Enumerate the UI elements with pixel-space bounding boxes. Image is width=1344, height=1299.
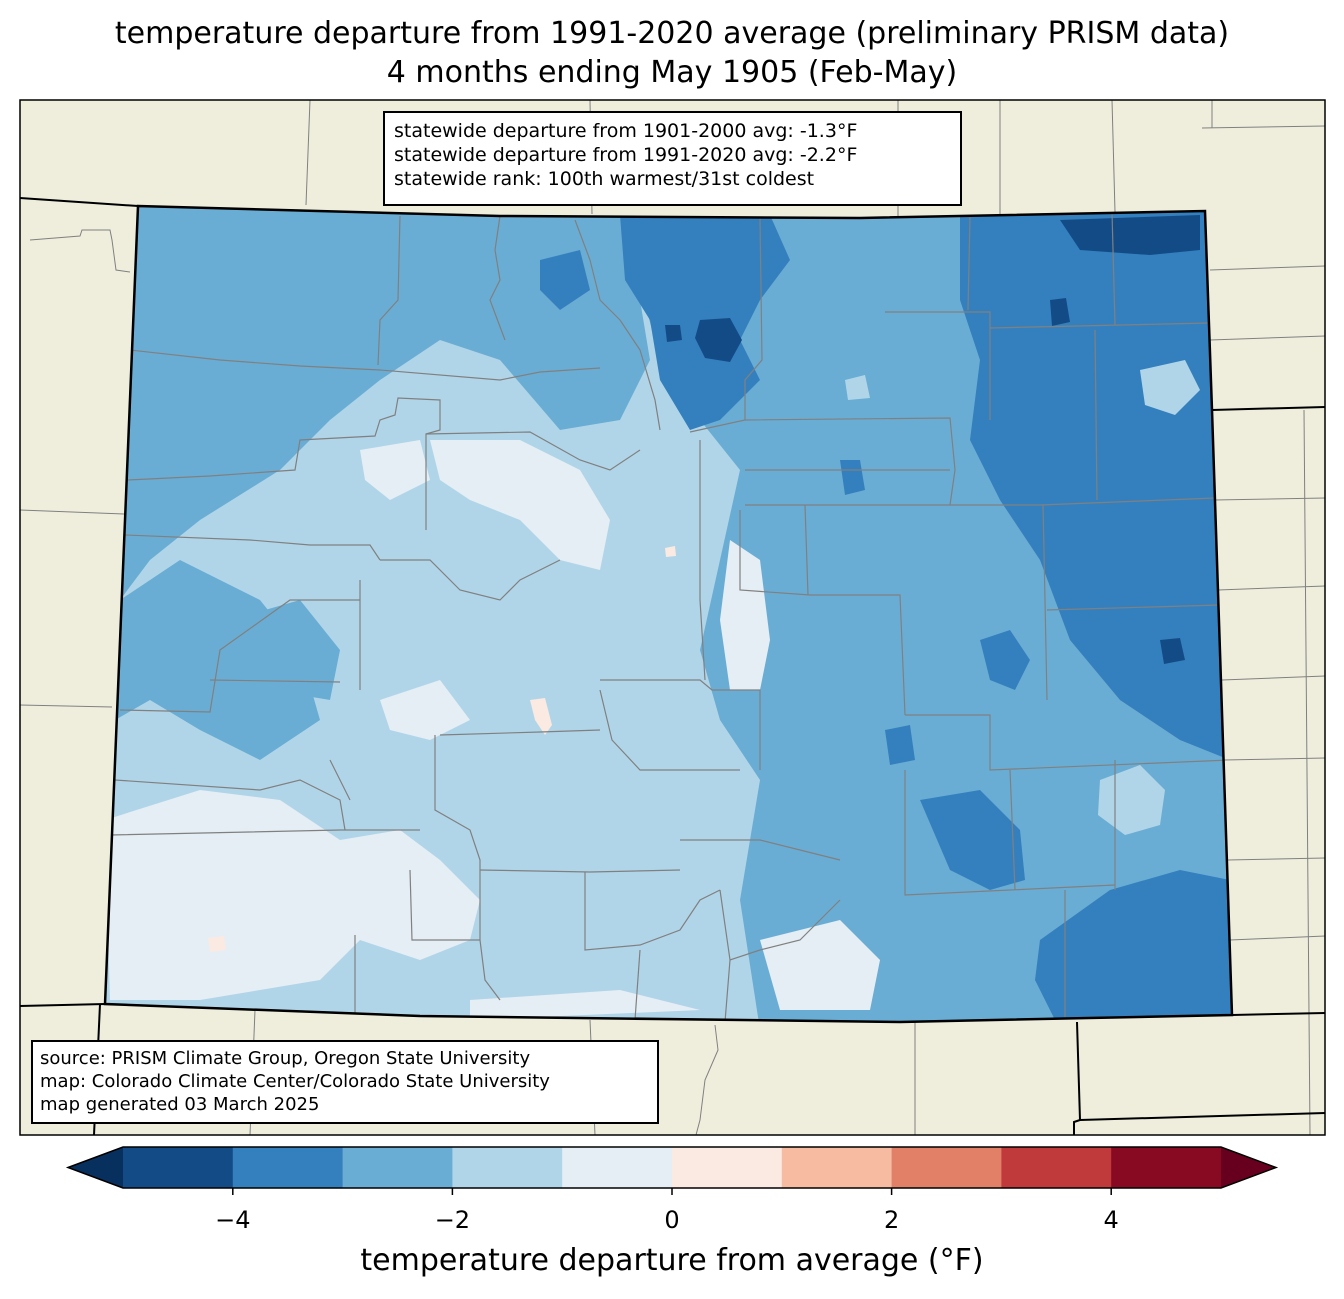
colorbar-segment (781, 1147, 893, 1188)
colorbar-outline (65, 1146, 1279, 1189)
colorbar-under-arrow (68, 1147, 123, 1188)
generated-date-line: map generated 03 March 2025 (40, 1094, 320, 1115)
stat-line-1991-2020: statewide departure from 1991-2020 avg: … (394, 144, 858, 166)
colorbar-tick-label: −4 (215, 1206, 251, 1234)
map-title: temperature departure from 1991-2020 ave… (114, 16, 1230, 51)
map-credit-line: map: Colorado Climate Center/Colorado St… (40, 1071, 550, 1092)
colorbar-segment (232, 1147, 344, 1188)
colorbar-label: temperature departure from average (°F) (360, 1243, 984, 1278)
colorado-boundary (103, 204, 1234, 1024)
colorbar-segment (672, 1147, 783, 1188)
colorbar-tick-label: 2 (883, 1206, 900, 1234)
temperature-field (105, 206, 1232, 1022)
statewide-stats-box: statewide departure from 1901-2000 avg: … (383, 111, 962, 206)
county-lines (109, 211, 1231, 1022)
colorbar-tick-label: −2 (434, 1206, 471, 1234)
colorbar-segment (123, 1147, 234, 1188)
colorbar-tick-label: 0 (664, 1206, 680, 1234)
source-box: source: PRISM Climate Group, Oregon Stat… (31, 1040, 659, 1124)
stat-line-rank: statewide rank: 100th warmest/31st colde… (394, 168, 815, 190)
colorbar-segment (891, 1147, 1002, 1188)
stat-line-1901-2000: statewide departure from 1901-2000 avg: … (394, 120, 858, 142)
colorbar-segment (1001, 1147, 1112, 1188)
map-subtitle: 4 months ending May 1905 (Feb-May) (386, 55, 958, 90)
map-frame (19, 99, 1326, 1136)
colorbar-segment (452, 1147, 563, 1188)
colorbar-segment (342, 1147, 453, 1188)
colorbar-over-arrow (1221, 1147, 1276, 1188)
colorbar-segment (562, 1147, 673, 1188)
source-line: source: PRISM Climate Group, Oregon Stat… (40, 1048, 531, 1069)
colorbar-segment (1111, 1147, 1222, 1188)
colorbar-tick-label: 4 (1103, 1206, 1119, 1234)
